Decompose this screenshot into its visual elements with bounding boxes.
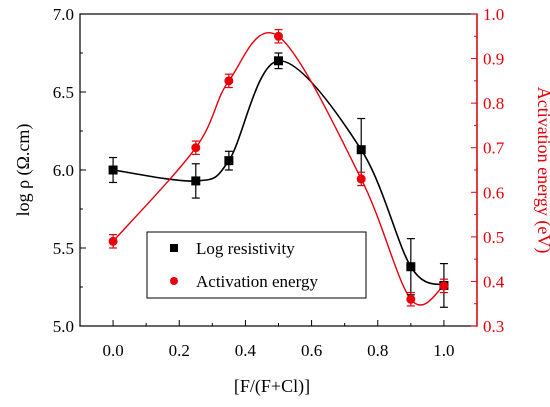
activation-energy-point	[406, 294, 416, 304]
x-axis-title: [F/(F+Cl)]	[234, 376, 310, 397]
legend: Log resistivity Activation energy	[146, 231, 367, 299]
x-tick-label: 1.0	[433, 341, 454, 360]
legend-marker-activation-energy	[170, 277, 178, 285]
y-right-tick-label: 0.6	[483, 183, 504, 202]
x-tick-label: 0.4	[235, 341, 257, 360]
legend-label-activation-energy: Activation energy	[196, 272, 318, 291]
y-left-tick-label: 7.0	[53, 5, 74, 24]
y-right-tick-label: 0.5	[483, 228, 504, 247]
log-resistivity-point	[191, 176, 201, 186]
legend-marker-log-resistivity	[170, 244, 178, 252]
x-tick-label: 0.2	[169, 341, 190, 360]
legend-label-log-resistivity: Log resistivity	[196, 239, 295, 258]
y-left-tick-label: 5.0	[53, 317, 74, 336]
activation-energy-point	[356, 174, 366, 184]
y-right-tick-label: 0.7	[483, 139, 505, 158]
right-axis: 0.3 0.4 0.5 0.6 0.7 0.8 0.9 1.0	[471, 5, 505, 336]
log-resistivity-point	[108, 165, 118, 175]
x-tick-label: 0.6	[301, 341, 322, 360]
bottom-axis: 0.0 0.2 0.4 0.6 0.8 1.0	[102, 320, 455, 360]
y-left-tick-label: 6.0	[53, 161, 74, 180]
legend-box	[146, 231, 367, 299]
y-right-tick-label: 0.4	[483, 272, 505, 291]
y-left-tick-label: 6.5	[53, 83, 74, 102]
x-tick-label: 0.0	[102, 341, 123, 360]
activation-energy-point	[224, 76, 234, 86]
left-axis: 5.0 5.5 6.0 6.5 7.0	[53, 5, 86, 336]
activation-energy-point	[274, 31, 283, 41]
x-tick-label: 0.8	[367, 341, 388, 360]
data-markers	[108, 31, 449, 304]
activation-energy-point	[439, 281, 449, 291]
log-resistivity-point	[274, 56, 283, 66]
activation-energy-point	[191, 143, 201, 153]
y-right-tick-label: 0.9	[483, 50, 504, 69]
y-right-tick-label: 1.0	[483, 5, 504, 24]
y-axis-right-title: Activation energy (eV)	[533, 87, 550, 254]
y-right-tick-label: 0.3	[483, 317, 504, 336]
log-resistivity-point	[224, 156, 234, 166]
y-axis-left-title: log ρ (Ω.cm)	[13, 124, 34, 217]
y-right-tick-label: 0.8	[483, 94, 504, 113]
activation-energy-point	[108, 236, 118, 246]
y-left-tick-label: 5.5	[53, 239, 74, 258]
log-resistivity-point	[406, 262, 416, 272]
log-resistivity-point	[356, 145, 366, 155]
